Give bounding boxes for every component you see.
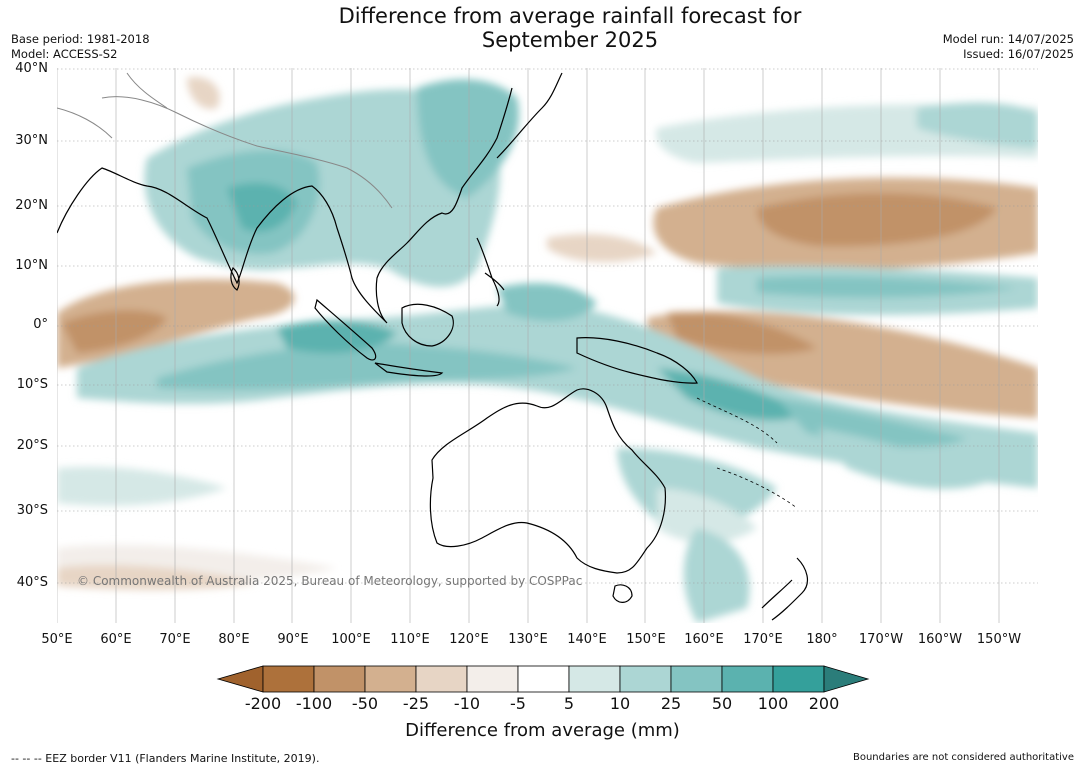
model-run-date: Model run: 14/07/2025 (942, 32, 1074, 46)
colorbar-tick: 25 (660, 694, 682, 713)
colorbar-swatch (670, 665, 723, 693)
colorbar-tick: -50 (351, 694, 379, 713)
lon-label: 70°E (159, 632, 191, 647)
issued-date: Issued: 16/07/2025 (963, 47, 1074, 61)
lat-label: 30°S (16, 503, 48, 518)
lon-label: 100°E (331, 632, 371, 647)
copyright-notice: © Commonwealth of Australia 2025, Bureau… (77, 574, 583, 588)
coastlines (57, 72, 809, 621)
colorbar-tick: 10 (609, 694, 631, 713)
tasmania-coastline (612, 584, 633, 603)
colorbar-tick: -25 (402, 694, 430, 713)
lon-label: 80°E (218, 632, 250, 647)
lon-label: 110°E (390, 632, 430, 647)
borneo-coastline (401, 303, 454, 347)
lat-label: 20°S (16, 438, 48, 453)
colorbar-swatch (262, 665, 315, 693)
lon-label: 180° (806, 632, 838, 647)
eez-source-note: -- -- -- EEZ border V11 (Flanders Marine… (11, 752, 320, 765)
lon-label: 150°E (626, 632, 666, 647)
japan-coastline (496, 72, 563, 159)
lat-label: 10°N (15, 258, 48, 273)
colorbar-tick: -10 (453, 694, 481, 713)
lat-label: 20°N (15, 198, 48, 213)
colorbar-tick: 100 (757, 694, 789, 713)
colorbar-swatch (517, 665, 570, 693)
rainfall-anomaly-map (57, 68, 1038, 623)
eez-borders (696, 397, 798, 509)
lon-label: 150°W (976, 632, 1022, 647)
australia-coastline (429, 388, 667, 574)
colorbar-swatch (313, 665, 366, 693)
title-line-2: September 2025 (481, 28, 659, 52)
title-line-1: Difference from average rainfall forecas… (338, 4, 802, 28)
lon-label: 160°W (917, 632, 963, 647)
new-zealand-coastline (761, 557, 809, 621)
colorbar-swatch (619, 665, 672, 693)
run-info: Model run: 14/07/2025 Issued: 16/07/2025 (943, 32, 1074, 62)
colorbar-swatch (568, 665, 621, 693)
lon-label: 170°E (743, 632, 783, 647)
lon-label: 120°E (449, 632, 489, 647)
map-title: Difference from average rainfall forecas… (240, 4, 900, 52)
colorbar-tick: -100 (295, 694, 333, 713)
lat-label: 30°N (15, 133, 48, 148)
asia-coastline (57, 87, 513, 324)
lon-label: 50°E (41, 632, 73, 647)
lat-label: 0° (33, 317, 48, 332)
country-borders (57, 72, 393, 209)
colorbar-title: Difference from average (mm) (405, 720, 680, 741)
model-info: Base period: 1981-2018 Model: ACCESS-S2 (11, 32, 150, 62)
lon-label: 170°W (858, 632, 904, 647)
colorbar-tick: -200 (244, 694, 282, 713)
colorbar-swatch (772, 665, 825, 693)
colorbar-tick: 50 (711, 694, 733, 713)
colorbar-tick: 200 (808, 694, 840, 713)
lon-label: 160°E (684, 632, 724, 647)
colorbar-tick: -5 (510, 694, 526, 713)
lon-label: 90°E (277, 632, 309, 647)
new-guinea-coastline (576, 337, 698, 384)
lon-label: 130°E (508, 632, 548, 647)
colorbar-tick: 5 (563, 694, 575, 713)
lon-label: 60°E (100, 632, 132, 647)
lon-label: 140°E (567, 632, 607, 647)
philippines-coastline (476, 237, 505, 307)
base-period: Base period: 1981-2018 (11, 32, 150, 46)
boundary-disclaimer: Boundaries are not considered authoritat… (852, 752, 1074, 763)
java-coastline (374, 362, 444, 377)
sri-lanka-coastline (230, 267, 240, 291)
colorbar-extend-high (823, 665, 870, 693)
lat-label: 40°N (15, 61, 48, 76)
sumatra-coastline (314, 298, 377, 361)
colorbar-swatch (466, 665, 519, 693)
colorbar-swatch (364, 665, 417, 693)
colorbar-swatch (721, 665, 774, 693)
colorbar-swatch (415, 665, 468, 693)
lat-label: 10°S (16, 377, 48, 392)
lat-label: 40°S (16, 575, 48, 590)
model-name: Model: ACCESS-S2 (11, 47, 118, 61)
colorbar-extend-low (216, 665, 264, 693)
anomaly-shading (57, 77, 1038, 623)
